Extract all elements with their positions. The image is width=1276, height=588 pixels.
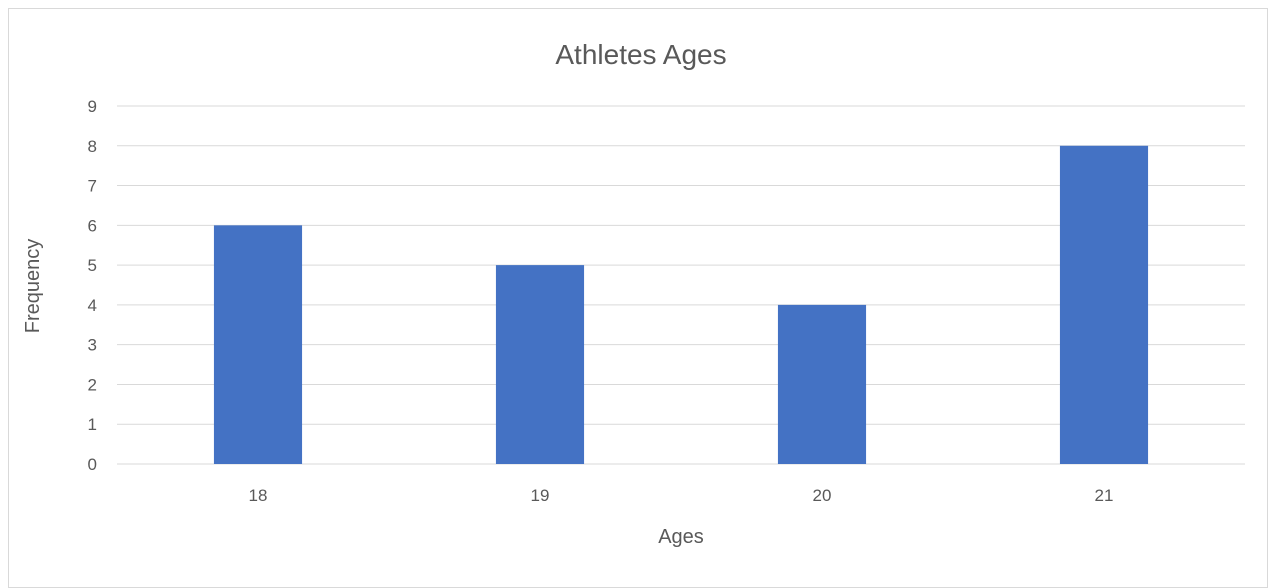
x-axis-ticks: 18 19 20 21	[249, 486, 1114, 505]
bar-19	[495, 265, 585, 464]
x-tick-label: 18	[249, 486, 268, 505]
y-tick-label: 3	[88, 336, 97, 355]
y-axis-title: Frequency	[22, 239, 44, 334]
gridlines	[117, 105, 1245, 465]
y-tick-label: 2	[88, 375, 97, 394]
bar-21	[1059, 145, 1149, 464]
y-tick-label: 1	[88, 415, 97, 434]
x-tick-label: 20	[813, 486, 832, 505]
x-tick-label: 19	[531, 486, 550, 505]
chart-title: Athletes Ages	[555, 39, 726, 70]
y-tick-label: 5	[88, 256, 97, 275]
x-axis-title: Ages	[658, 526, 704, 548]
bar-20	[777, 304, 867, 464]
y-tick-label: 7	[88, 177, 97, 196]
y-tick-label: 0	[88, 455, 97, 474]
y-tick-label: 9	[88, 97, 97, 116]
bars	[213, 145, 1149, 464]
y-tick-label: 4	[88, 296, 97, 315]
y-axis-ticks: 0 1 2 3 4 5 6 7 8 9	[88, 97, 97, 474]
y-tick-label: 6	[88, 216, 97, 235]
x-tick-label: 21	[1095, 486, 1114, 505]
bar-18	[213, 225, 303, 464]
y-tick-label: 8	[88, 137, 97, 156]
